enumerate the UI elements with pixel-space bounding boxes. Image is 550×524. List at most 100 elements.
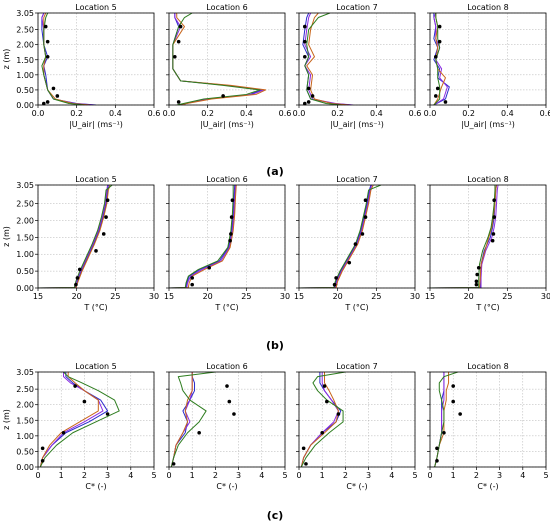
- observation-point: [301, 446, 306, 451]
- x-tick-label: 5: [543, 471, 548, 480]
- series-line-3: [38, 185, 111, 288]
- observation-point: [190, 276, 194, 280]
- series-line-4: [170, 372, 216, 467]
- observation-point: [306, 100, 311, 104]
- observation-point: [320, 430, 325, 435]
- axes-frame: [168, 184, 286, 289]
- panel-title: Location 5: [75, 3, 116, 12]
- series-line-4: [38, 185, 113, 288]
- observation-point: [347, 260, 352, 265]
- y-tick-label: 2.50: [16, 200, 34, 209]
- x-tick-label: 15: [33, 292, 43, 301]
- series-line-4: [169, 185, 234, 288]
- panel-1-3: Location 7 0.0 0.2 0.4 0.6 |U_air| (ms⁻¹): [293, 3, 422, 129]
- series-line-3: [43, 13, 91, 105]
- panel-1-1: Location 5 0.0 0.2 0.4 0.6 |U_air| (ms⁻¹) 0.00…: [2, 3, 160, 129]
- series-line-4: [430, 185, 496, 288]
- y-tick-label: 0.50: [16, 447, 34, 456]
- x-tick-label: 0.0: [163, 109, 176, 118]
- observation-point: [451, 399, 456, 404]
- observation-points: [190, 198, 235, 287]
- x-axis-label: C* (-): [346, 482, 367, 491]
- series-line-3: [39, 372, 99, 467]
- observation-point: [228, 238, 232, 243]
- series-group: [172, 13, 267, 105]
- observation-point: [332, 282, 337, 287]
- observation-point: [363, 215, 368, 219]
- axes-frame: [298, 12, 416, 106]
- observation-point: [476, 265, 481, 270]
- series-line-1: [302, 13, 352, 105]
- observation-point: [176, 39, 181, 44]
- observation-point: [40, 446, 45, 451]
- x-axis-label: T (°C): [475, 303, 499, 312]
- axes-frame: [37, 184, 155, 289]
- y-tick-label: 0.00: [16, 463, 34, 472]
- y-tick-label: 3.05: [16, 368, 34, 377]
- observation-point: [51, 86, 56, 91]
- observation-point: [458, 412, 462, 416]
- observation-point: [45, 54, 50, 59]
- observation-point: [230, 198, 235, 202]
- panel-2-1: Location 5 15 20 25 30 T (°C) 0.00 0.50 1.00 1.50…: [2, 175, 159, 312]
- series-line-3: [169, 185, 237, 288]
- grid: [298, 371, 416, 468]
- observation-point: [101, 232, 106, 236]
- observation-points: [301, 384, 341, 466]
- observation-point: [334, 276, 338, 280]
- observation-point: [105, 412, 110, 416]
- panel-2-2: Location 6 15 20 25 30 T (°C): [164, 175, 290, 312]
- x-tick-label: 0.0: [293, 109, 306, 118]
- x-tick-label: 25: [502, 292, 512, 301]
- series-line-3: [299, 185, 374, 288]
- series-line-1: [169, 185, 236, 288]
- observation-point: [61, 430, 66, 435]
- series-line-2: [41, 13, 95, 105]
- x-tick-label: 0.4: [240, 109, 253, 118]
- series-group: [299, 185, 382, 288]
- series-line-4: [300, 372, 346, 467]
- observation-point: [451, 384, 456, 388]
- series-line-3: [170, 372, 193, 467]
- y-tick-label: 2.50: [16, 385, 34, 394]
- observation-point: [360, 232, 365, 236]
- observation-points: [474, 198, 496, 287]
- observation-point: [176, 100, 181, 104]
- observation-point: [443, 100, 448, 104]
- panel-3-1: Location 5 0 1 2 3 4 5 C* (-) 0.00 0.50 1.00 1.50 2.…: [2, 362, 157, 491]
- observation-point: [229, 232, 233, 236]
- x-tick-label: 3: [366, 471, 371, 480]
- panel-title: Location 5: [75, 362, 116, 371]
- observation-point: [77, 267, 82, 272]
- observation-point: [492, 198, 496, 202]
- observation-point: [303, 101, 307, 106]
- series-group: [170, 372, 216, 467]
- observation-point: [490, 238, 495, 243]
- x-tick-label: 5: [151, 471, 156, 480]
- observation-points: [434, 24, 448, 104]
- observation-point: [227, 399, 232, 404]
- observation-point: [303, 39, 307, 44]
- observation-point: [45, 100, 50, 104]
- series-line-3: [430, 185, 498, 288]
- y-tick-label: 0.00: [16, 284, 34, 293]
- series-line-2: [169, 185, 237, 288]
- y-axis-label: z (m): [2, 226, 11, 247]
- x-tick-label: 30: [149, 292, 159, 301]
- observation-point: [171, 462, 176, 466]
- x-tick-label: 0.0: [32, 109, 45, 118]
- x-tick-label: 4: [389, 471, 394, 480]
- observation-point: [173, 54, 177, 59]
- x-axis-label: |U_air| (ms⁻¹): [330, 120, 384, 129]
- panels: Location 50.0 0.2 0.4 0.6|U_air| (ms⁻¹)0.00…: [2, 3, 550, 491]
- panel-title: Location 5: [75, 175, 116, 184]
- y-tick-label: 1.00: [16, 250, 34, 259]
- x-tick-label: 5: [282, 471, 287, 480]
- grid: [429, 12, 547, 106]
- y-axis-label: z (m): [2, 49, 11, 70]
- observation-points: [42, 24, 60, 106]
- series-line-4: [433, 13, 441, 105]
- observation-point: [304, 462, 308, 466]
- x-tick-label: 15: [164, 292, 174, 301]
- x-tick-label: 0: [166, 471, 171, 480]
